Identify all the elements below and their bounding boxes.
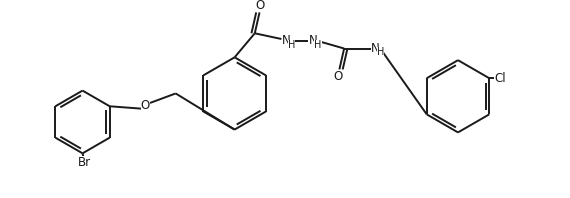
Text: N: N bbox=[282, 34, 291, 47]
Text: H: H bbox=[288, 40, 295, 50]
Text: N: N bbox=[308, 34, 317, 47]
Text: O: O bbox=[334, 69, 343, 83]
Text: H: H bbox=[314, 40, 321, 50]
Text: Cl: Cl bbox=[494, 72, 506, 85]
Text: N: N bbox=[371, 42, 380, 55]
Text: O: O bbox=[256, 0, 265, 12]
Text: H: H bbox=[377, 47, 384, 57]
Text: Br: Br bbox=[78, 156, 91, 169]
Text: O: O bbox=[141, 99, 150, 112]
